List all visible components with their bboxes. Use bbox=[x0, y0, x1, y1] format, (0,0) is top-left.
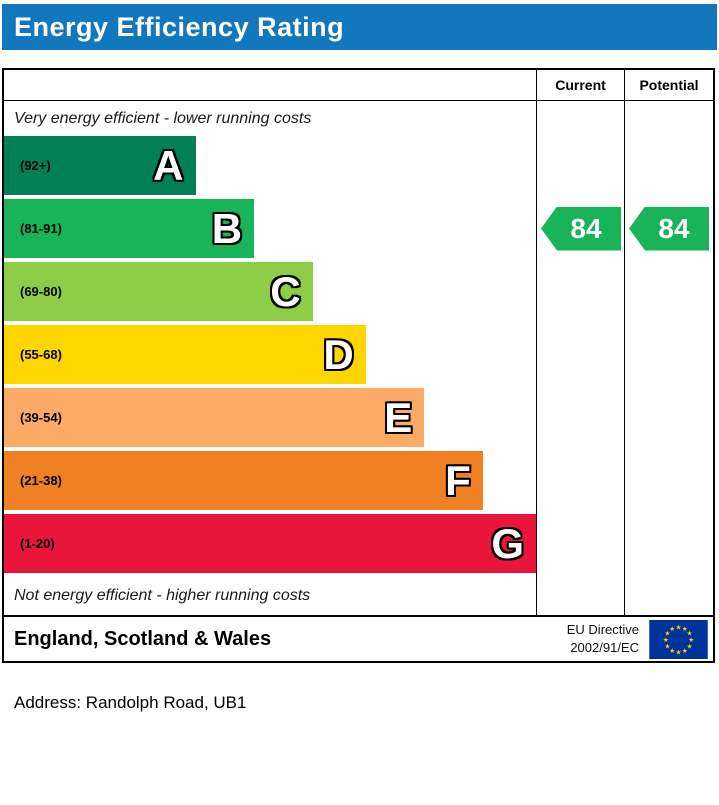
band-row-a: (92+) A bbox=[4, 136, 536, 195]
column-header-current: Current bbox=[536, 70, 624, 100]
band-letter: G bbox=[491, 519, 524, 567]
svg-text:★: ★ bbox=[663, 635, 669, 643]
eu-directive-line2: 2002/91/EC bbox=[570, 640, 639, 655]
band-bar: (69-80) C bbox=[4, 262, 313, 321]
chart-footer: England, Scotland & Wales EU Directive 2… bbox=[4, 615, 713, 661]
svg-text:★: ★ bbox=[669, 624, 675, 632]
band-row-g: (1-20) G bbox=[4, 514, 536, 573]
band-bar: (55-68) D bbox=[4, 325, 366, 384]
chart-body: Very energy efficient - lower running co… bbox=[4, 101, 713, 615]
band-range-label: (69-80) bbox=[20, 284, 62, 299]
svg-text:★: ★ bbox=[686, 642, 692, 650]
band-letter: C bbox=[270, 267, 301, 315]
title-bar: Energy Efficiency Rating bbox=[2, 4, 717, 50]
band-range-label: (92+) bbox=[20, 158, 51, 173]
band-range-label: (81-91) bbox=[20, 221, 62, 236]
band-range-label: (39-54) bbox=[20, 410, 62, 425]
bands-column: Very energy efficient - lower running co… bbox=[4, 101, 536, 615]
current-value: 84 bbox=[570, 212, 602, 244]
top-note: Very energy efficient - lower running co… bbox=[14, 109, 312, 127]
region-label: England, Scotland & Wales bbox=[14, 627, 272, 650]
eu-directive-line1: EU Directive bbox=[566, 622, 639, 638]
current-column: 84 bbox=[536, 101, 624, 615]
bottom-note: Not energy efficient - higher running co… bbox=[14, 587, 311, 604]
band-letter: F bbox=[445, 456, 471, 504]
band-range-label: (55-68) bbox=[20, 347, 62, 362]
band-bar: (81-91) B bbox=[4, 199, 255, 258]
page-title: Energy Efficiency Rating bbox=[14, 11, 345, 42]
band-letter: A bbox=[153, 141, 184, 189]
band-letter: B bbox=[211, 204, 243, 252]
address-line: Address: Randolph Road, UB1 bbox=[14, 693, 247, 712]
page: Energy Efficiency Rating Current Potenti… bbox=[2, 4, 717, 712]
bands: (92+) A (81-91) B (69-80) C (55-68) D (39-54) E (2… bbox=[4, 136, 536, 573]
band-row-f: (21-38) F bbox=[4, 451, 536, 510]
current-arrow: 84 bbox=[541, 206, 621, 251]
svg-text:★: ★ bbox=[688, 635, 694, 643]
svg-text:★: ★ bbox=[675, 623, 681, 631]
band-bar: (21-38) F bbox=[4, 451, 483, 510]
svg-text:★: ★ bbox=[664, 642, 670, 650]
band-letter: E bbox=[384, 393, 413, 441]
svg-text:★: ★ bbox=[664, 629, 670, 637]
chart-header-row: Current Potential bbox=[4, 70, 713, 101]
svg-text:★: ★ bbox=[686, 629, 692, 637]
eu-directive-text: EU Directive 2002/91/EC bbox=[567, 621, 649, 656]
band-row-d: (55-68) D bbox=[4, 325, 536, 384]
band-range-label: (21-38) bbox=[20, 473, 62, 488]
band-bar: (39-54) E bbox=[4, 388, 425, 447]
band-range-label: (1-20) bbox=[20, 536, 55, 551]
svg-text:★: ★ bbox=[682, 624, 688, 632]
svg-text:★: ★ bbox=[675, 648, 681, 656]
band-bar: (92+) A bbox=[4, 136, 196, 195]
column-header-potential: Potential bbox=[624, 70, 713, 100]
band-bar: (1-20) G bbox=[4, 514, 536, 573]
band-row-c: (69-80) C bbox=[4, 262, 536, 321]
potential-arrow: 84 bbox=[629, 206, 709, 251]
potential-value: 84 bbox=[658, 212, 690, 244]
eu-flag-icon: ★ ★ ★ ★ ★ ★ ★ ★ ★ ★ ★ ★ bbox=[649, 619, 708, 659]
svg-text:★: ★ bbox=[669, 646, 675, 654]
header-spacer bbox=[4, 70, 536, 100]
potential-column: 84 bbox=[624, 101, 713, 615]
epc-chart: Current Potential Very energy efficient … bbox=[2, 68, 715, 663]
svg-text:★: ★ bbox=[682, 646, 688, 654]
band-letter: D bbox=[323, 330, 354, 378]
band-row-e: (39-54) E bbox=[4, 388, 536, 447]
band-row-b: (81-91) B bbox=[4, 199, 536, 258]
